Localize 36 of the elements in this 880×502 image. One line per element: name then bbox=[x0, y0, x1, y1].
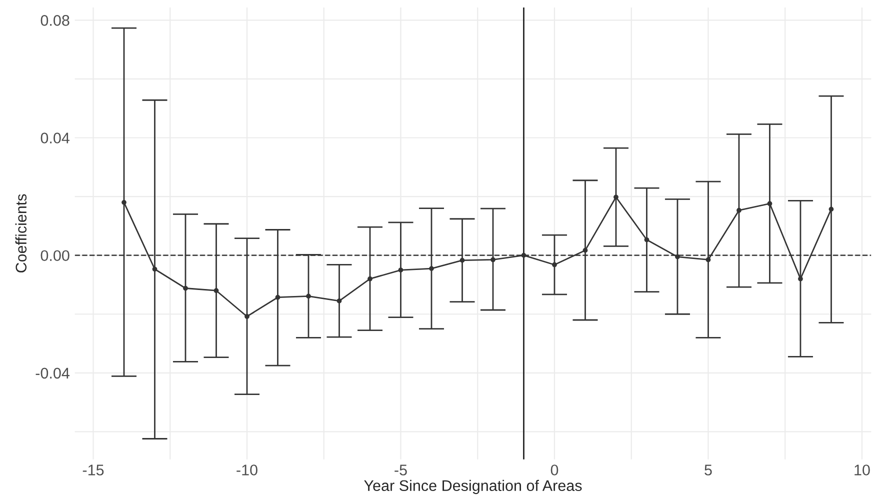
point bbox=[183, 286, 188, 291]
x-tick-label: 10 bbox=[854, 464, 870, 476]
point bbox=[828, 206, 834, 212]
point bbox=[244, 314, 250, 319]
point bbox=[614, 194, 618, 200]
point bbox=[214, 288, 219, 294]
point bbox=[429, 266, 434, 271]
point bbox=[122, 200, 126, 205]
point bbox=[521, 252, 526, 258]
point bbox=[306, 294, 311, 299]
point bbox=[767, 201, 772, 206]
point bbox=[398, 268, 404, 272]
point bbox=[644, 237, 650, 242]
x-tick-label: -5 bbox=[394, 464, 407, 476]
point bbox=[336, 298, 342, 304]
point bbox=[460, 258, 465, 263]
x-tick-label: 0 bbox=[550, 464, 558, 476]
y-axis-title: Coefficients bbox=[15, 194, 27, 272]
point bbox=[275, 294, 280, 300]
point bbox=[675, 254, 680, 260]
x-tick-label: 5 bbox=[704, 464, 712, 476]
point bbox=[552, 262, 557, 268]
y-tick-label: 0.04 bbox=[40, 132, 70, 144]
point bbox=[368, 276, 372, 282]
point bbox=[798, 276, 803, 282]
y-tick-label: 0.08 bbox=[40, 15, 70, 26]
point bbox=[736, 208, 742, 213]
x-axis-title: Year Since Designation of Areas bbox=[364, 480, 582, 494]
point bbox=[706, 257, 711, 262]
y-tick-label: 0.00 bbox=[40, 250, 70, 262]
y-tick-label: -0.04 bbox=[36, 368, 70, 379]
point bbox=[490, 257, 496, 262]
x-tick-label: -15 bbox=[82, 464, 104, 476]
x-tick-label: -10 bbox=[236, 464, 258, 476]
point bbox=[582, 248, 588, 253]
point bbox=[152, 266, 158, 272]
